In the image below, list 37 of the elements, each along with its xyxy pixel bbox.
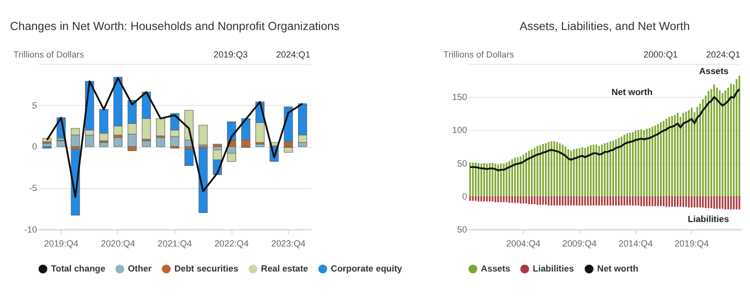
y-tick-label: 0 xyxy=(32,142,38,152)
y-tick-label: 0 xyxy=(462,191,468,202)
text: 2024:Q1 xyxy=(706,50,740,60)
legend-label: Assets xyxy=(480,264,510,274)
y-tick-label: -10 xyxy=(24,224,38,234)
legend-label: Liabilities xyxy=(532,264,574,274)
y-tick-label: -5 xyxy=(29,183,38,194)
text: 2024:Q1 xyxy=(276,50,310,60)
y-axis-title: Trillions of Dollars xyxy=(13,50,85,60)
annotation: Net worth xyxy=(611,87,653,98)
x-tick-label: 2014:Q4 xyxy=(618,238,653,249)
x-tick-label: 2023:Q4 xyxy=(271,238,306,249)
x-tick-label: 2009:Q4 xyxy=(562,238,597,249)
x-tick-label: 2021:Q4 xyxy=(158,238,192,249)
x-tick-label: 2019:Q4 xyxy=(674,238,709,249)
y-tick-label: 5 xyxy=(32,100,38,110)
annotation: Assets xyxy=(699,66,728,76)
legend-label: Real estate xyxy=(261,264,308,274)
annotation: Liabilities xyxy=(688,214,729,224)
legend-label: Other xyxy=(128,264,152,274)
legend-label: Corporate equity xyxy=(330,264,402,274)
x-tick-label: 2020:Q4 xyxy=(100,238,136,249)
x-tick-label: 2019:Q4 xyxy=(44,238,78,249)
y-axis-title: Trillions of Dollars xyxy=(443,50,514,60)
legend-label: Debt securities xyxy=(174,264,238,274)
y-tick-label: 150 xyxy=(452,92,468,102)
text: 2000:Q1 xyxy=(643,50,678,60)
text: 2019:Q3 xyxy=(214,50,248,60)
chart-title: Changes in Net Worth: Households and Nonprofit Organizations xyxy=(10,20,340,33)
legend-label: Net worth xyxy=(597,264,638,274)
x-tick-label: 2004:Q4 xyxy=(506,238,541,249)
y-tick-label: 50 xyxy=(457,224,468,234)
x-tick-label: 2022:Q4 xyxy=(214,238,249,249)
y-tick-label: 50 xyxy=(457,158,468,168)
legend-label: Total change xyxy=(50,264,106,274)
y-tick-label: 100 xyxy=(452,125,468,136)
chart-title: Assets, Liabilities, and Net Worth xyxy=(520,20,690,33)
